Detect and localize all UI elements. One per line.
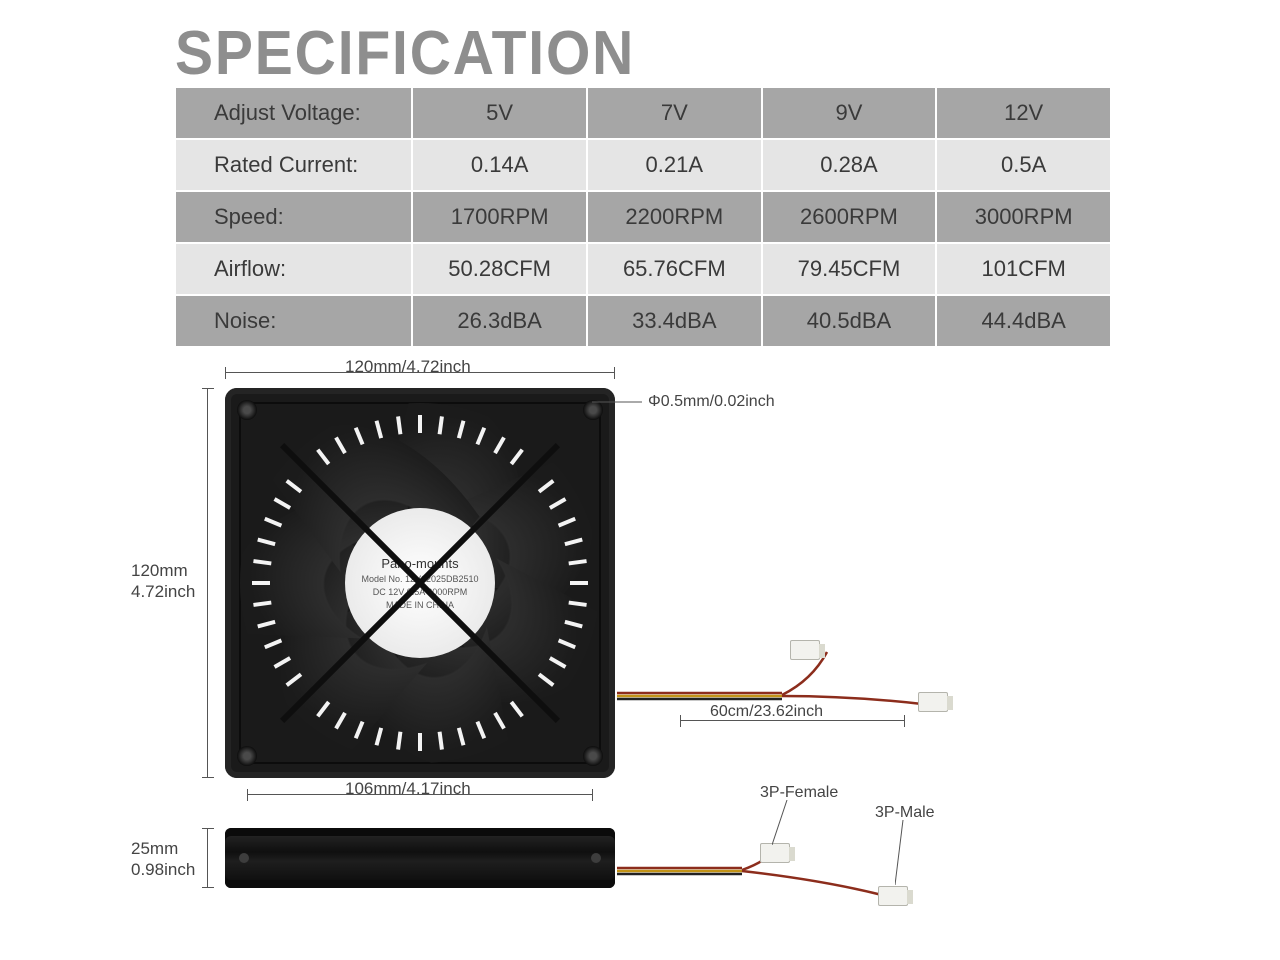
cell: 101CFM	[936, 243, 1111, 295]
side-hole-icon	[239, 853, 249, 863]
dim-label: 120mm4.72inch	[131, 560, 195, 603]
page-title: SPECIFICATION	[175, 18, 635, 89]
cell: 2200RPM	[587, 191, 762, 243]
spec-table: Adjust Voltage:5V7V9V12V Rated Current:0…	[174, 86, 1112, 348]
dim-line-thickness	[207, 828, 208, 888]
cell: 79.45CFM	[762, 243, 937, 295]
cell: 2600RPM	[762, 191, 937, 243]
fan-frame: Pano-mounts Model No. 12V12025DB2510 DC …	[225, 388, 615, 778]
cell: 3000RPM	[936, 191, 1111, 243]
screw-hole-icon	[583, 746, 603, 766]
connector-female-icon	[760, 843, 790, 863]
hub-line: DC 12V 0.5A 3000RPM	[373, 587, 468, 597]
leader-line	[895, 820, 925, 885]
table-row: Adjust Voltage:5V7V9V12V	[175, 87, 1111, 139]
cell: 33.4dBA	[587, 295, 762, 347]
screw-hole-icon	[237, 400, 257, 420]
connector-label: 3P-Male	[875, 803, 935, 823]
cell: 9V	[762, 87, 937, 139]
cell: 40.5dBA	[762, 295, 937, 347]
cell: 0.28A	[762, 139, 937, 191]
dim-label: 106mm/4.17inch	[345, 778, 471, 799]
cell: 0.21A	[587, 139, 762, 191]
screw-hole-icon	[237, 746, 257, 766]
row-label: Adjust Voltage:	[175, 87, 412, 139]
dim-label: Φ0.5mm/0.02inch	[648, 392, 775, 412]
dim-label: 120mm/4.72inch	[345, 356, 471, 377]
cell: 50.28CFM	[412, 243, 587, 295]
cell: 5V	[412, 87, 587, 139]
row-label: Speed:	[175, 191, 412, 243]
fan-front-view: Pano-mounts Model No. 12V12025DB2510 DC …	[225, 388, 615, 778]
cell: 0.5A	[936, 139, 1111, 191]
row-label: Airflow:	[175, 243, 412, 295]
cell: 1700RPM	[412, 191, 587, 243]
row-label: Noise:	[175, 295, 412, 347]
connector-male-icon	[918, 692, 948, 712]
cell: 12V	[936, 87, 1111, 139]
table-row: Rated Current:0.14A0.21A0.28A0.5A	[175, 139, 1111, 191]
connector-female-icon	[790, 640, 820, 660]
table-row: Noise:26.3dBA33.4dBA40.5dBA44.4dBA	[175, 295, 1111, 347]
cell: 44.4dBA	[936, 295, 1111, 347]
dim-line-height-left	[207, 388, 208, 778]
table-row: Speed:1700RPM2200RPM2600RPM3000RPM	[175, 191, 1111, 243]
dim-label: 60cm/23.62inch	[710, 702, 823, 722]
table-row: Airflow:50.28CFM65.76CFM79.45CFM101CFM	[175, 243, 1111, 295]
row-label: Rated Current:	[175, 139, 412, 191]
leader-line	[772, 800, 812, 845]
cell: 26.3dBA	[412, 295, 587, 347]
connector-label: 3P-Female	[760, 783, 838, 803]
fan-side-view	[225, 828, 615, 888]
dim-label: 25mm0.98inch	[131, 838, 195, 881]
cell: 7V	[587, 87, 762, 139]
connector-male-icon	[878, 886, 908, 906]
cell: 65.76CFM	[587, 243, 762, 295]
cell: 0.14A	[412, 139, 587, 191]
side-hole-icon	[591, 853, 601, 863]
